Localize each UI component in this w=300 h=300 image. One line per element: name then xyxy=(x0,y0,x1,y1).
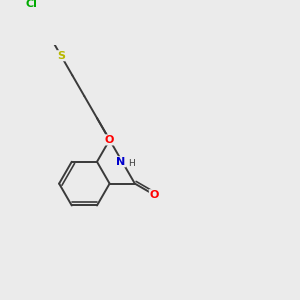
Text: N: N xyxy=(116,157,126,167)
Text: Cl: Cl xyxy=(26,0,37,9)
Text: H: H xyxy=(128,158,135,167)
Text: S: S xyxy=(57,51,65,61)
Text: O: O xyxy=(149,190,159,200)
Text: O: O xyxy=(105,135,114,145)
